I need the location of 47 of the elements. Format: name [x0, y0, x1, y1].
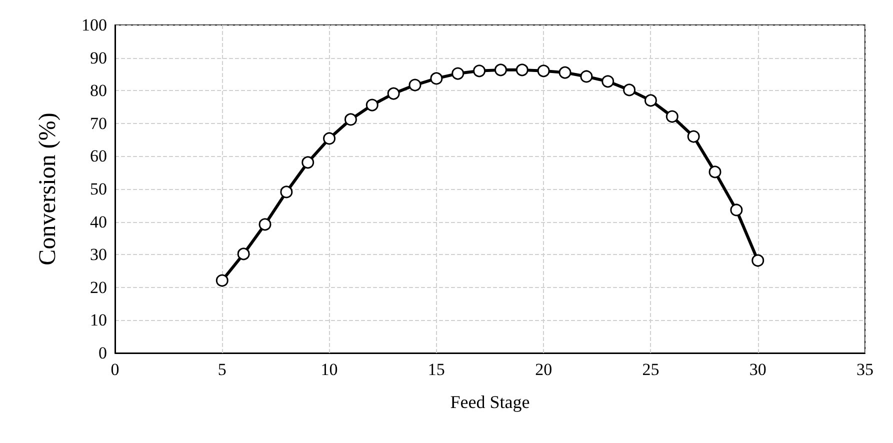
x-tick-label: 30: [749, 360, 766, 379]
point: [387, 87, 400, 100]
y-tick-label: 40: [90, 212, 107, 232]
point: [602, 75, 614, 88]
y-tick-label: 70: [90, 114, 107, 133]
x-tick-label: 10: [320, 360, 338, 379]
point: [752, 254, 764, 267]
x-tick-label: 20: [535, 360, 552, 379]
point: [302, 156, 314, 169]
y-axis-title: Conversion (%): [35, 112, 61, 266]
y-tick-label: 0: [98, 344, 107, 362]
point: [537, 64, 550, 78]
y-tick-label: 90: [90, 48, 107, 68]
point: [644, 94, 657, 107]
x-tick-label: 5: [218, 360, 226, 379]
y-tick-label: 50: [90, 180, 107, 198]
y-tick-label: 20: [90, 278, 107, 297]
point: [344, 113, 357, 126]
y-tick-label: 80: [90, 81, 107, 100]
point: [408, 78, 422, 92]
point: [452, 67, 464, 80]
point: [216, 274, 228, 287]
y-tick-label: 10: [90, 310, 107, 330]
x-tick-label: 15: [428, 360, 445, 379]
point: [730, 204, 743, 216]
point: [280, 186, 293, 198]
x-axis-title: Feed Stage: [450, 392, 530, 412]
point: [473, 64, 486, 78]
x-tick-label: 35: [856, 360, 874, 379]
point: [494, 64, 507, 76]
point: [323, 132, 336, 145]
y-tick-label: 60: [90, 146, 107, 166]
x-tick-label: 25: [642, 360, 660, 379]
point: [580, 70, 593, 83]
point: [516, 64, 528, 76]
y-tick-label: 100: [82, 16, 107, 34]
point: [258, 218, 272, 231]
point: [366, 98, 378, 112]
x-tick-label: 0: [110, 360, 120, 379]
point: [666, 110, 678, 123]
point: [708, 166, 722, 178]
point: [687, 130, 700, 143]
point: [430, 72, 443, 85]
point: [623, 84, 636, 96]
y-tick-label: 30: [90, 245, 107, 264]
point: [558, 66, 572, 79]
point: [237, 248, 250, 260]
